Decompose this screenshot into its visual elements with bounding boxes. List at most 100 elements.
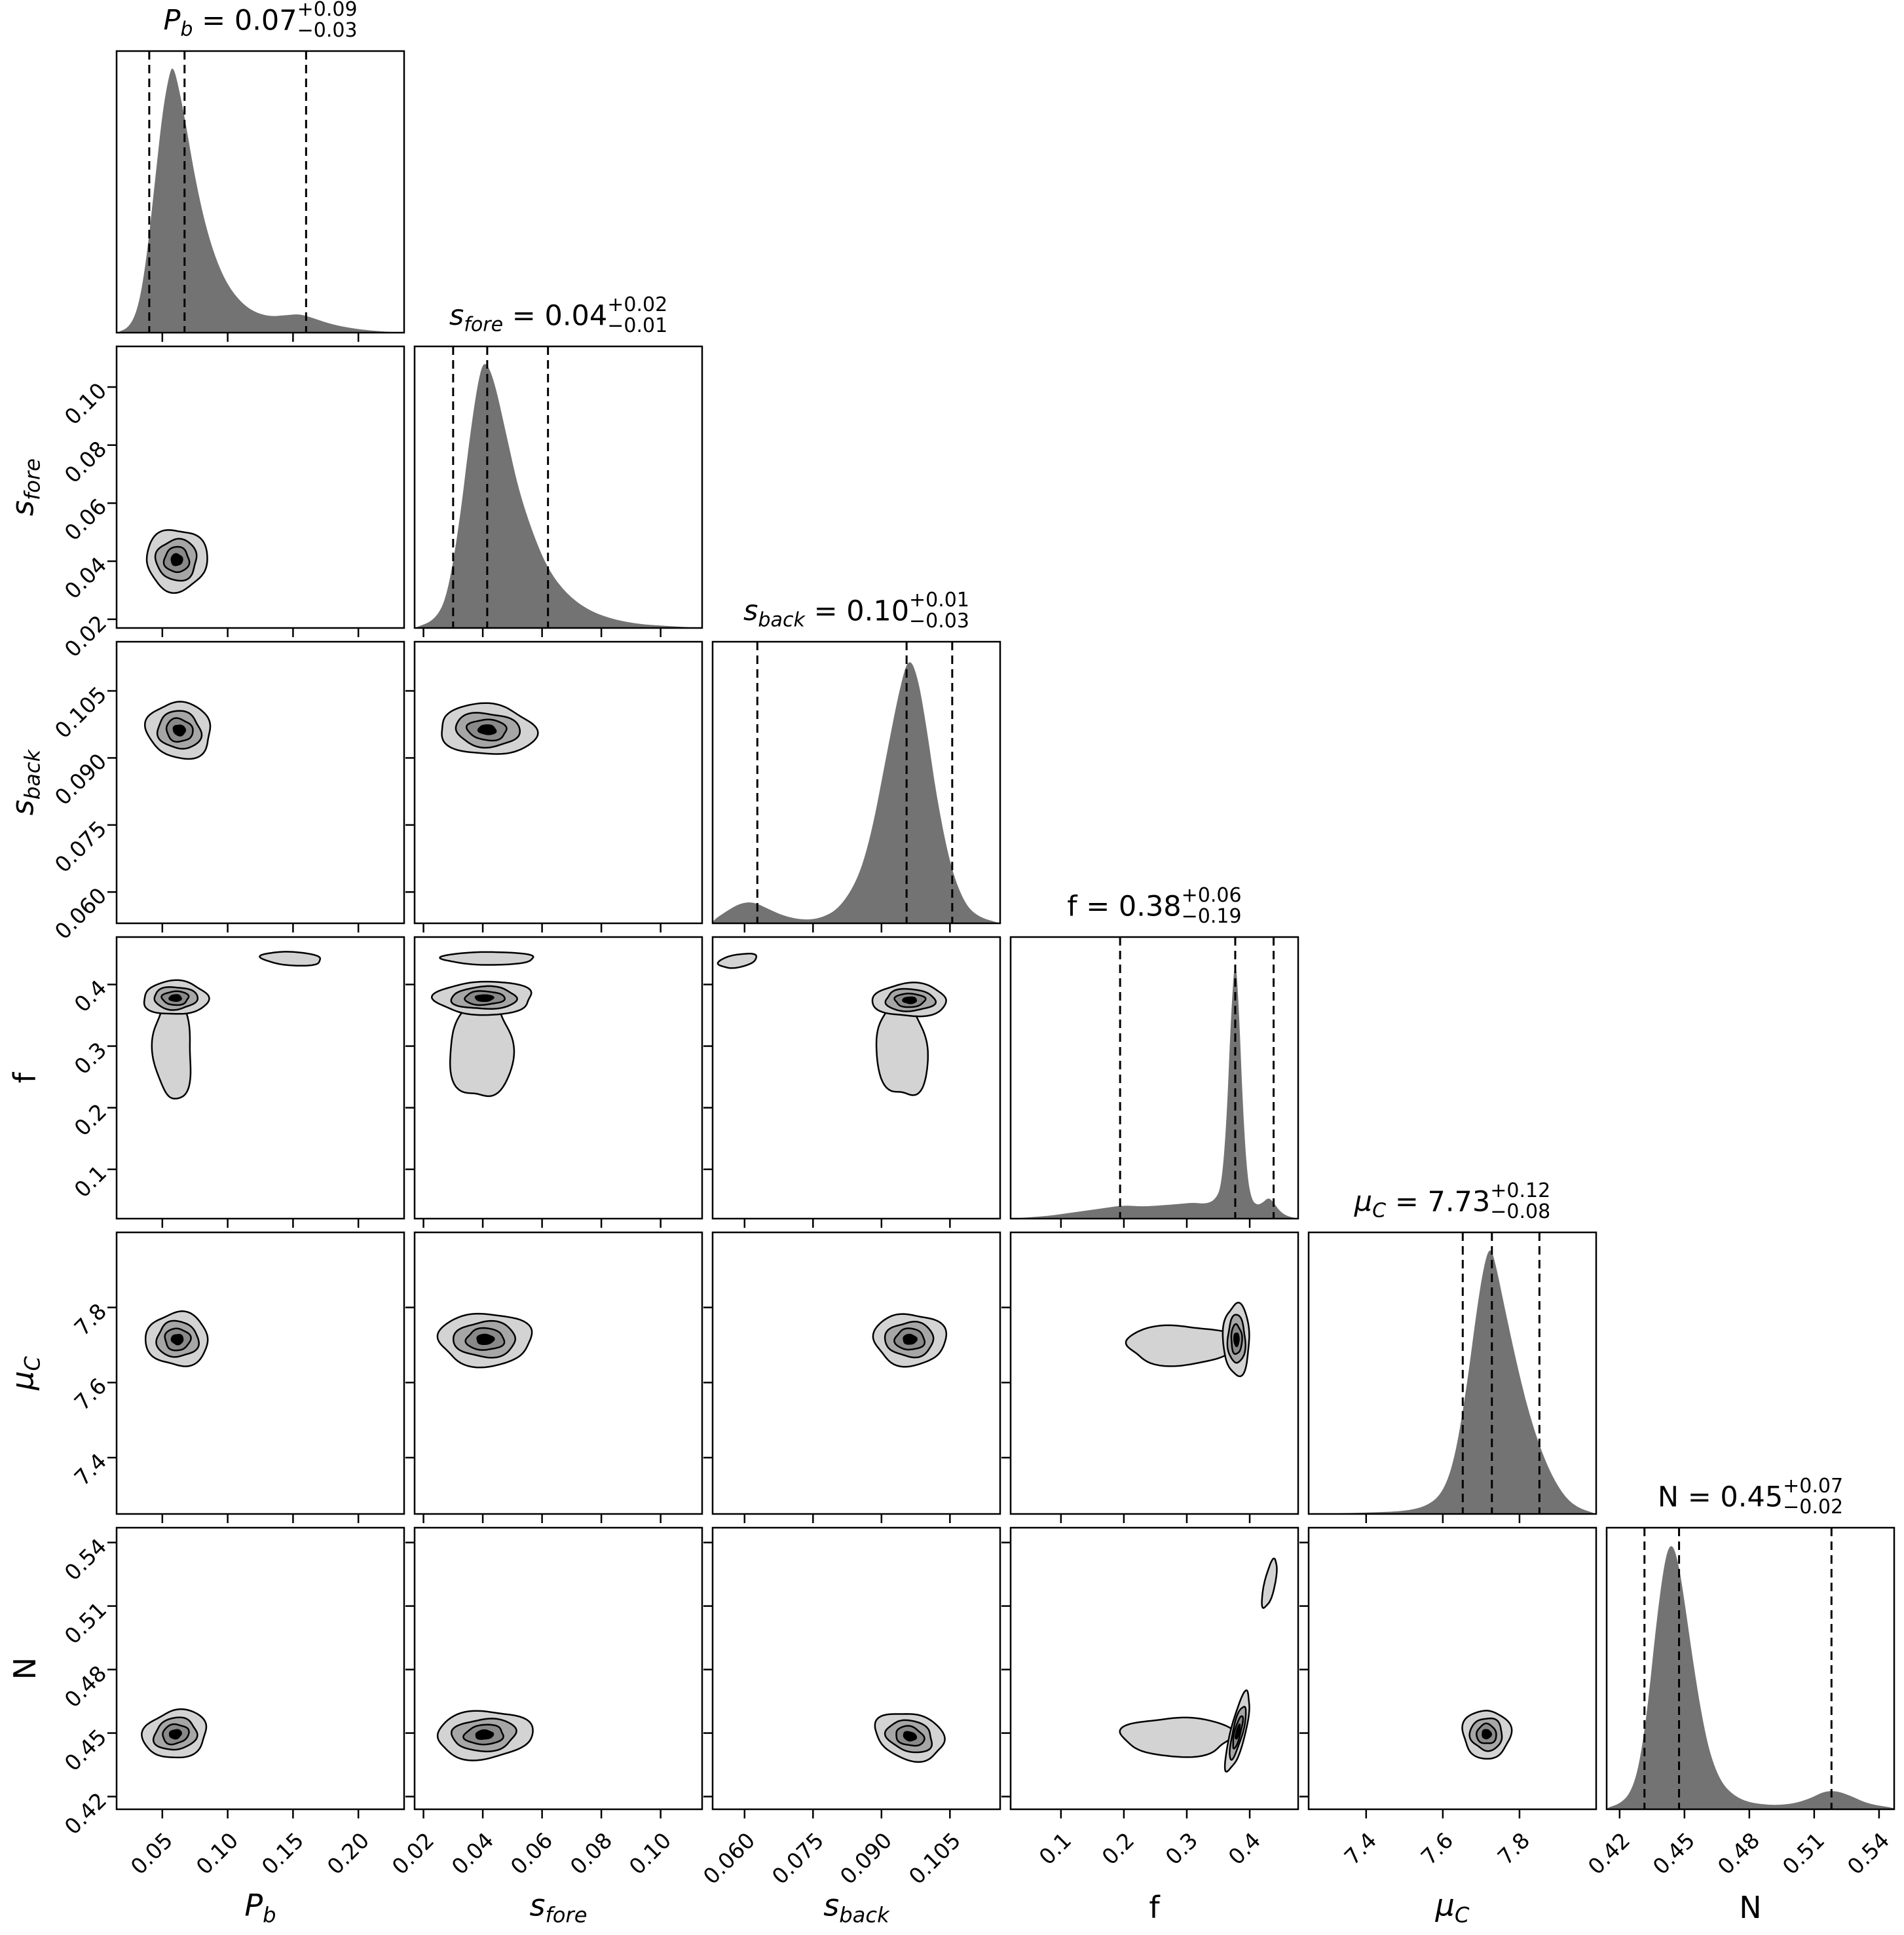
diag-title-f: f = 0.38 +0.06 −0.19 [1067, 884, 1242, 928]
yaxis-label-muC: μC [5, 1356, 45, 1390]
ytick-label-N: 0.51 [59, 1596, 111, 1649]
diag-title-N: N = 0.45 +0.07 −0.02 [1657, 1475, 1844, 1519]
xtick-label-sback: 0.105 [903, 1827, 966, 1890]
panel-bg [415, 642, 702, 923]
xtick-label-sback: 0.090 [835, 1827, 897, 1890]
panel-bg [415, 1528, 702, 1809]
panel-frame-Pb-sfore [115, 345, 405, 629]
xaxis-label-muC: μC [1435, 1887, 1470, 1928]
hist-muC [1309, 1250, 1596, 1514]
contour-level-3-sfore-sback [477, 724, 497, 735]
xtick-label-N: 0.51 [1778, 1827, 1830, 1880]
xaxis-label-N: N [1739, 1890, 1762, 1925]
panel-frame-sback-N [711, 1526, 1001, 1811]
ytick-label-sfore: 0.06 [59, 494, 111, 546]
ytick-label-sback: 0.090 [49, 748, 111, 811]
contour-level-3-Pb-sback [172, 724, 187, 737]
xtick-label-sfore: 0.04 [446, 1827, 498, 1880]
xaxis-label-sback: sback [823, 1887, 889, 1928]
xtick-label-Pb: 0.05 [126, 1827, 178, 1880]
panel-frame-f-muC [1009, 1231, 1299, 1515]
hist-panel-frame-sback [711, 640, 1001, 925]
diag-title-sback: sback = 0.10 +0.01 −0.03 [743, 589, 969, 633]
contour-patch-f-muC [1125, 1324, 1238, 1367]
yaxis-label-sback: sback [5, 749, 45, 816]
panel-bg [1309, 1528, 1596, 1809]
ytick-label-muC: 7.4 [69, 1448, 111, 1491]
panel-frame-sback-f [711, 936, 1001, 1220]
ytick-label-N: 0.45 [59, 1723, 111, 1776]
contour-patch-Pb-f [259, 951, 322, 967]
contour-level-3-sback-f [902, 996, 918, 1004]
contour-level-3-sfore-N [475, 1729, 495, 1740]
panel-frame-Pb-sback [115, 640, 405, 925]
panel-bg [713, 937, 1000, 1219]
hist-Pb [117, 68, 404, 333]
panel-bg [117, 1232, 404, 1514]
panel-bg [117, 1528, 404, 1809]
hist-sback [713, 662, 1000, 923]
contour-level-3-Pb-f [168, 994, 182, 1003]
xtick-label-muC: 7.4 [1339, 1827, 1382, 1870]
panel-frame-Pb-muC [115, 1231, 405, 1515]
xtick-label-muC: 7.8 [1493, 1827, 1535, 1870]
ytick-label-sfore: 0.08 [59, 435, 111, 488]
contour-patch-sfore-f [439, 951, 534, 966]
xtick-label-N: 0.45 [1648, 1827, 1700, 1880]
hist-panel-frame-f [1009, 936, 1299, 1220]
xtick-label-Pb: 0.10 [191, 1827, 244, 1880]
xtick-label-f: 0.1 [1034, 1827, 1077, 1870]
contour-level-3-Pb-muC [170, 1334, 184, 1346]
ytick-label-sback: 0.060 [49, 882, 111, 945]
ytick-label-sfore: 0.02 [59, 610, 111, 662]
xaxis-label-f: f [1149, 1890, 1160, 1925]
panel-bg [1011, 1232, 1298, 1514]
panel-bg [713, 1232, 1000, 1514]
panel-frame-Pb-N [115, 1526, 405, 1811]
panel-bg [117, 642, 404, 923]
panel-frame-muC-N [1307, 1526, 1597, 1811]
yaxis-label-sfore: sfore [5, 458, 45, 517]
panel-bg [1011, 937, 1298, 1219]
ytick-label-muC: 7.6 [69, 1373, 111, 1416]
ytick-label-N: 0.42 [59, 1787, 111, 1839]
xaxis-label-sfore: sfore [529, 1887, 588, 1928]
xtick-label-f: 0.2 [1097, 1827, 1140, 1870]
panel-frame-f-N [1009, 1526, 1299, 1811]
xtick-label-N: 0.54 [1842, 1827, 1895, 1880]
contour-level-3-sfore-f [474, 994, 495, 1003]
xtick-label-muC: 7.6 [1415, 1827, 1459, 1870]
xtick-label-sfore: 0.10 [624, 1827, 677, 1880]
diag-title-Pb: Pb = 0.07 +0.09 −0.03 [163, 0, 358, 42]
diag-title-sfore: sfore = 0.04 +0.02 −0.01 [449, 293, 668, 337]
xtick-label-N: 0.42 [1583, 1827, 1635, 1880]
contour-level-3-sback-muC [903, 1333, 918, 1345]
xtick-label-f: 0.3 [1160, 1827, 1203, 1870]
ytick-label-f: 0.3 [69, 1037, 111, 1079]
contour-level-3-f-muC [1233, 1332, 1240, 1348]
hist-panel-frame-sfore [413, 345, 703, 629]
ytick-label-f: 0.4 [69, 975, 111, 1018]
hist-panel-frame-N [1605, 1526, 1895, 1811]
ytick-label-N: 0.54 [59, 1533, 111, 1585]
panel-frame-sfore-f [413, 936, 703, 1220]
ytick-label-f: 0.1 [69, 1160, 111, 1203]
contour-level-3-Pb-sfore [170, 553, 183, 566]
ytick-label-sback: 0.105 [49, 681, 111, 744]
ytick-label-sback: 0.075 [49, 815, 111, 877]
panel-frame-sfore-sback [413, 640, 703, 925]
ytick-label-N: 0.48 [59, 1660, 111, 1712]
yaxis-label-N: N [7, 1657, 43, 1680]
contour-patch-sback-f [717, 953, 758, 969]
panel-frame-sback-muC [711, 1231, 1001, 1515]
xtick-label-Pb: 0.20 [322, 1827, 374, 1880]
contour-level-3-muC-N [1482, 1729, 1492, 1740]
hist-panel-frame-muC [1307, 1231, 1597, 1515]
panel-bg [713, 1528, 1000, 1809]
hist-f [1011, 967, 1298, 1219]
xtick-label-sfore: 0.06 [505, 1827, 558, 1880]
xtick-label-Pb: 0.15 [256, 1827, 309, 1880]
